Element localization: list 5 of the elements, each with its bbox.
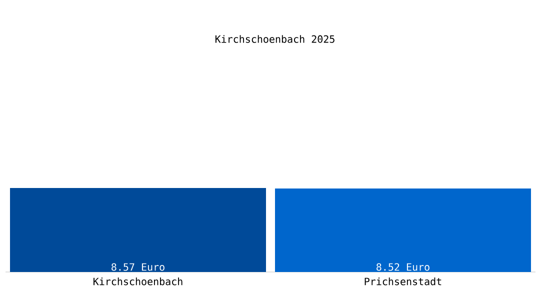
- data-label: 8.52 Euro: [376, 263, 430, 271]
- data-label: 8.57 Euro: [112, 263, 164, 271]
- chart-title: Kirchschoenbach 2025: [215, 35, 334, 43]
- x-tick-label: Kirchschoenbach: [94, 278, 182, 286]
- x-tick-label: Prichsenstadt: [364, 278, 442, 286]
